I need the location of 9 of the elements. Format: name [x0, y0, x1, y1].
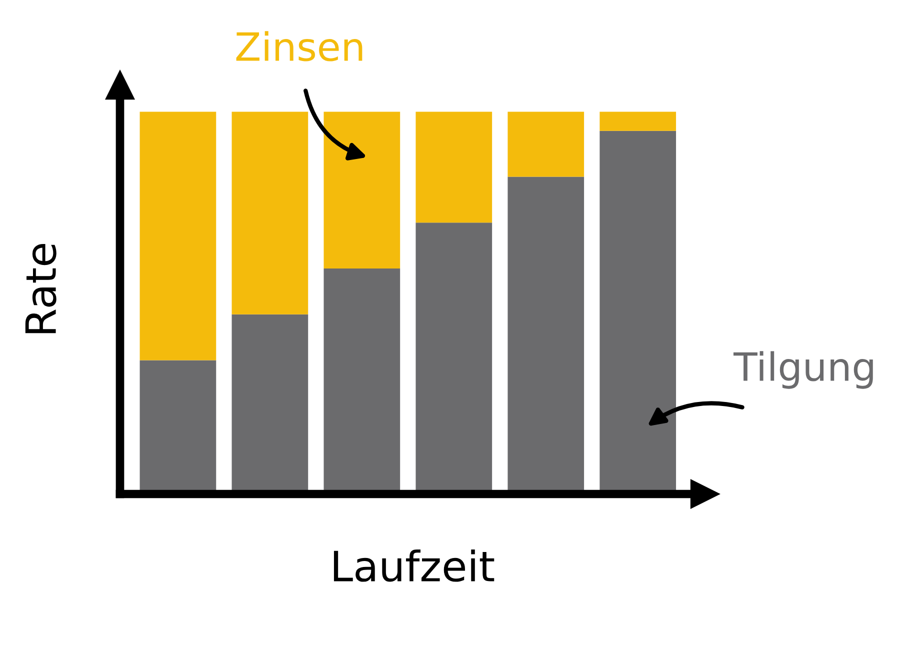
bar [600, 112, 676, 131]
bar [232, 112, 308, 314]
series-label: Tilgung [733, 351, 873, 389]
bar [416, 112, 492, 223]
bar [140, 112, 216, 360]
y-axis-title: Rate [25, 244, 56, 334]
bar [508, 112, 584, 177]
series-label: Zinsen [236, 31, 362, 62]
x-axis-title: Laufzeit [334, 550, 494, 582]
